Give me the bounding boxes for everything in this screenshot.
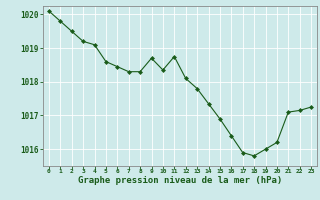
X-axis label: Graphe pression niveau de la mer (hPa): Graphe pression niveau de la mer (hPa) xyxy=(78,176,282,185)
